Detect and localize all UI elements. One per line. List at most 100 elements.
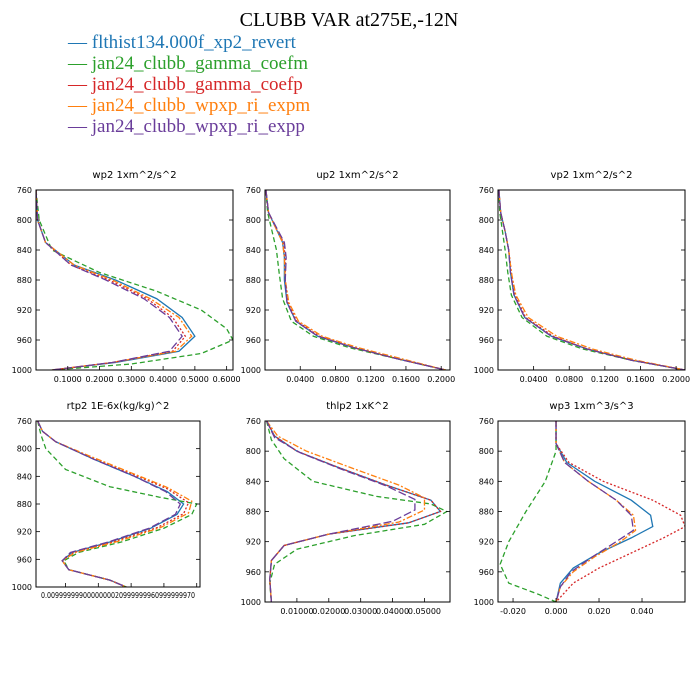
x-tick-label: 0.5000: [181, 375, 209, 384]
x-tick-label: 0.4000: [149, 375, 177, 384]
chart-panel: thlp2 1xK^2 760 800 840 880 920 960 1000 0.01000…: [241, 401, 451, 616]
y-tick-label: 960: [246, 336, 261, 345]
series-line: [498, 190, 685, 370]
series-line: [265, 190, 446, 370]
x-tick-label: 0.01000: [280, 607, 313, 616]
series-group: [265, 190, 446, 370]
x-tick-label: 0.02000: [312, 607, 345, 616]
series-line: [555, 421, 685, 602]
chart-panel: vp2 1xm^2/s^2 760 800 840 880 920 960 1000 0.040…: [474, 170, 690, 384]
series-line: [555, 421, 654, 602]
legend-entry: — jan24_clubb_wpxp_ri_expm: [67, 95, 310, 116]
x-tick-label: 0.2000: [86, 375, 114, 384]
y-tick-label: 920: [17, 306, 32, 315]
x-tick-label: 0.3000: [117, 375, 145, 384]
series-group: [36, 190, 233, 370]
y-tick-label: 1000: [12, 366, 32, 375]
panels: wp2 1xm^2/s^2 760 800 840 880 920 960 1000 0.100…: [12, 170, 690, 616]
panel-title: up2 1xm^2/s^2: [316, 170, 398, 181]
x-tick-label: 0.020: [588, 607, 611, 616]
y-tick-label: 840: [17, 472, 32, 481]
y-tick-label: 960: [246, 568, 261, 577]
y-tick-label: 920: [246, 306, 261, 315]
x-tick-label: 0.1200: [357, 375, 385, 384]
legend-line-symbol: —: [67, 53, 92, 74]
x-tick-label: 0.04000: [376, 607, 409, 616]
legend-label: flthist134.000f_xp2_revert: [92, 32, 297, 53]
chart-panel: wp2 1xm^2/s^2 760 800 840 880 920 960 1000 0.100…: [12, 170, 241, 384]
series-line: [498, 190, 685, 370]
y-tick-label: 1000: [474, 366, 494, 375]
y-tick-label: 1000: [12, 583, 32, 592]
x-tick-label: 0.2000: [662, 375, 690, 384]
axis-frame: [264, 189, 451, 371]
legend-label: jan24_clubb_wpxp_ri_expm: [91, 95, 311, 116]
x-tick-label: 0.05000: [408, 607, 441, 616]
x-tick-label: 0.0400: [286, 375, 314, 384]
x-tick-label: 0.1000: [54, 375, 82, 384]
y-tick-label: 920: [479, 538, 494, 547]
legend-line-symbol: —: [67, 32, 92, 53]
series-group: [265, 421, 449, 602]
y-tick-label: 1000: [241, 366, 261, 375]
figure-title: CLUBB VAR at275E,-12N: [240, 9, 459, 31]
axis-frame: [35, 420, 201, 588]
chart-panel: rtp2 1E-6x(kg/kg)^2 760 800 840 880 920 960 100…: [12, 401, 201, 600]
series-line: [36, 190, 196, 370]
y-tick-label: 800: [246, 216, 261, 225]
panel-title: wp2 1xm^2/s^2: [92, 170, 176, 181]
chart-panel: up2 1xm^2/s^2 760 800 840 880 920 960 1000 0.040…: [241, 170, 456, 384]
y-tick-label: 760: [17, 186, 32, 195]
y-tick-label: 800: [246, 447, 261, 456]
x-tick-label: -0.020: [500, 607, 526, 616]
legend-label: jan24_clubb_gamma_coefm: [91, 53, 309, 74]
y-tick-label: 840: [17, 246, 32, 255]
y-tick-label: 840: [479, 246, 494, 255]
y-tick-label: 960: [17, 555, 32, 564]
y-tick-label: 800: [479, 216, 494, 225]
series-group: [37, 421, 198, 587]
axis-frame: [497, 189, 686, 371]
x-tick-label: 0.000: [545, 607, 568, 616]
y-tick-label: 920: [17, 528, 32, 537]
x-tick-labels-overlapping: 0.0099999990000000020999999960999999970: [41, 591, 195, 600]
y-tick-label: 880: [246, 508, 261, 517]
series-line: [266, 421, 426, 602]
y-tick-label: 760: [17, 417, 32, 426]
legend-entry: — jan24_clubb_gamma_coefp: [67, 74, 303, 95]
y-tick-label: 760: [479, 186, 494, 195]
y-tick-label: 800: [17, 216, 32, 225]
series-line: [265, 190, 446, 370]
legend-label: jan24_clubb_wpxp_ri_expp: [91, 116, 305, 137]
axis-frame: [35, 189, 234, 371]
y-tick-label: 760: [246, 417, 261, 426]
x-tick-label: 0.0400: [520, 375, 548, 384]
legend-label: jan24_clubb_gamma_coefp: [91, 74, 303, 95]
legend-entry: — jan24_clubb_wpxp_ri_expp: [67, 116, 305, 137]
y-tick-label: 960: [479, 568, 494, 577]
series-line: [265, 190, 446, 370]
y-tick-label: 1000: [474, 598, 494, 607]
legend-entry: — jan24_clubb_gamma_coefm: [67, 53, 308, 74]
x-tick-label: 0.2000: [427, 375, 455, 384]
legend-entry: — flthist134.000f_xp2_revert: [67, 32, 297, 53]
y-tick-label: 1000: [241, 598, 261, 607]
x-tick-label: 0.040: [631, 607, 654, 616]
y-tick-label: 920: [479, 306, 494, 315]
panel-title: vp2 1xm^2/s^2: [551, 170, 633, 181]
x-tick-label: 0.0800: [321, 375, 349, 384]
x-tick-label: 0.0800: [555, 375, 583, 384]
y-tick-label: 960: [17, 336, 32, 345]
series-group: [499, 421, 685, 602]
series-line: [37, 421, 185, 587]
series-line: [499, 421, 557, 602]
x-tick-label: 0.1200: [591, 375, 619, 384]
series-line: [266, 421, 416, 602]
y-tick-label: 760: [479, 417, 494, 426]
panel-title: thlp2 1xK^2: [326, 401, 389, 412]
y-tick-label: 840: [246, 246, 261, 255]
legend-line-symbol: —: [67, 95, 92, 116]
series-line: [498, 190, 685, 370]
series-line: [265, 190, 446, 370]
